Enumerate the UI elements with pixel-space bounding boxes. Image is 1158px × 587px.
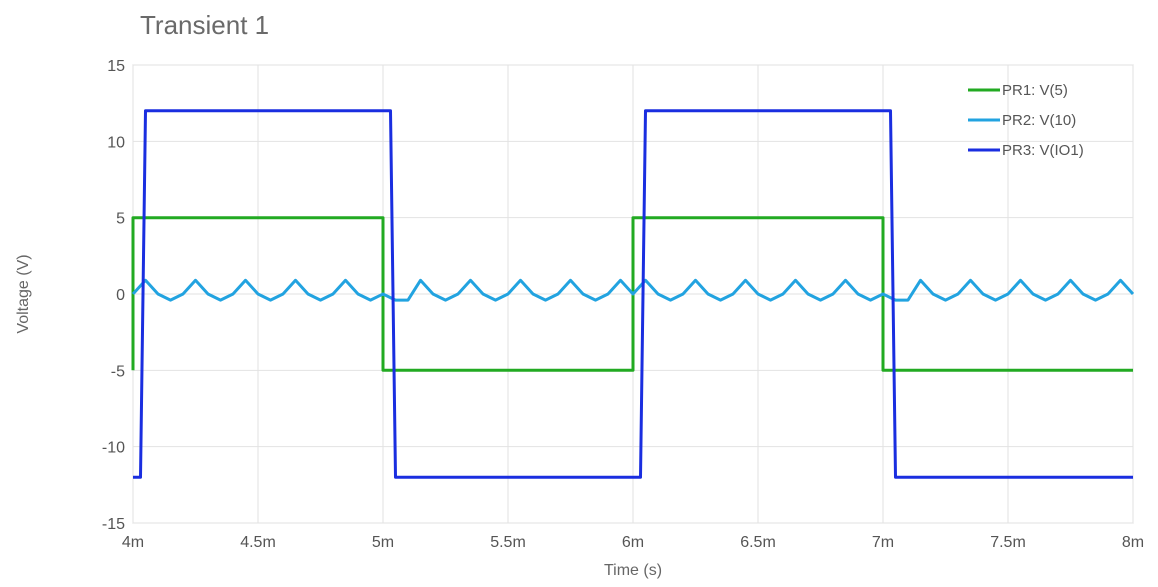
series-line-3: [133, 109, 1133, 479]
x-tick-label: 7m: [872, 534, 894, 551]
x-tick-label: 4.5m: [240, 534, 276, 551]
chart-title: Transient 1: [140, 10, 270, 40]
y-tick-label: 10: [107, 134, 125, 151]
y-tick-label: 0: [116, 287, 125, 304]
y-tick-label: 5: [116, 211, 125, 228]
y-tick-label: -5: [111, 363, 125, 380]
y-tick-label: 15: [107, 58, 125, 75]
y-tick-label: -15: [102, 516, 125, 533]
x-tick-label: 7.5m: [990, 534, 1026, 551]
legend-label-2: PR2: V(10): [1002, 112, 1076, 129]
x-tick-label: 6.5m: [740, 534, 776, 551]
y-axis-label: Voltage (V): [15, 254, 32, 333]
legend-label-1: PR1: V(5): [1002, 82, 1068, 99]
x-axis-ticks: 4m 4.5m 5m 5.5m 6m 6.5m 7m 7.5m 8m: [122, 534, 1144, 551]
x-axis-label: Time (s): [604, 562, 662, 579]
x-tick-label: 5.5m: [490, 534, 526, 551]
x-tick-label: 5m: [372, 534, 394, 551]
series-line-1: [131, 216, 1133, 372]
series-group: [131, 109, 1135, 479]
y-tick-label: -10: [102, 440, 125, 457]
y-axis-ticks: 15 10 5 0 -5 -10 -15: [102, 58, 125, 533]
x-tick-label: 6m: [622, 534, 644, 551]
legend[interactable]: PR1: V(5) PR2: V(10) PR3: V(IO1): [968, 82, 1084, 159]
series-line-2: [131, 278, 1135, 302]
legend-label-3: PR3: V(IO1): [1002, 142, 1084, 159]
x-tick-label: 8m: [1122, 534, 1144, 551]
x-tick-label: 4m: [122, 534, 144, 551]
